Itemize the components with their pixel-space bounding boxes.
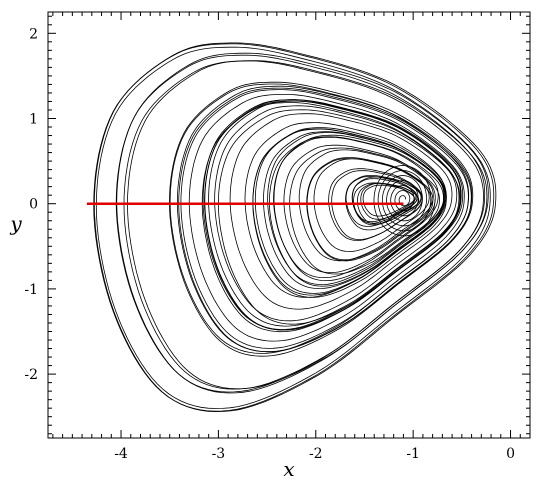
trajectory-loop (127, 60, 488, 390)
trajectory-loop (116, 52, 489, 394)
trajectory-loop (306, 157, 434, 262)
y-axis-label: y (9, 212, 22, 236)
x-tick-label: -2 (309, 446, 323, 462)
trajectory-loop (244, 122, 446, 298)
trajectory-loop (123, 60, 484, 390)
trajectory-loop (357, 182, 420, 225)
x-tick-label: -1 (406, 446, 420, 462)
minor-ticks (48, 12, 531, 438)
x-tick-label: 0 (506, 446, 515, 462)
trajectory-loop (352, 176, 422, 226)
trajectory-loop (273, 136, 439, 278)
trajectory-loop (169, 83, 470, 354)
trajectory-loop (217, 109, 461, 325)
y-tick-label: -2 (24, 367, 38, 383)
trajectory-loop (313, 158, 430, 252)
trajectory-loop (283, 144, 436, 274)
trajectory-loop (306, 158, 432, 261)
x-tick-label: -4 (114, 446, 128, 462)
trajectory-loop (289, 147, 440, 275)
trajectory-loop (95, 46, 491, 409)
trajectory (93, 42, 497, 413)
y-tick-label: -1 (24, 282, 38, 298)
plot-frame (47, 11, 531, 439)
trajectory-loop (178, 87, 472, 353)
x-axis-label: x (283, 457, 294, 481)
trajectory-loop (254, 127, 447, 294)
trajectory-loop (93, 42, 497, 413)
trajectory-loop (229, 113, 453, 310)
y-tick-label: 2 (29, 26, 38, 42)
trajectory-loop (214, 105, 458, 322)
trajectory-loop (345, 176, 418, 227)
major-ticks (48, 12, 530, 438)
trajectory-loop (252, 128, 445, 296)
trajectory-loop (268, 136, 444, 287)
trajectory-loop (188, 94, 465, 342)
tick-labels: -4 -3 -2 -1 0 -2 -1 0 1 2 (24, 26, 515, 462)
y-tick-label: 0 (29, 197, 38, 213)
trajectory-loop (93, 43, 495, 412)
trajectory-loop (351, 178, 417, 223)
inner-spiral (373, 165, 436, 237)
y-tick-label: 1 (29, 112, 38, 128)
trajectory-loop (168, 81, 474, 357)
trajectory-loop (298, 149, 434, 262)
x-tick-label: -3 (212, 446, 226, 462)
